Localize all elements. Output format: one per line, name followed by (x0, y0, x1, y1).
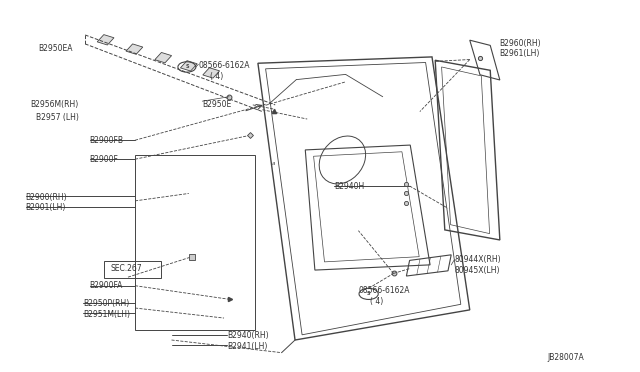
Text: JB28007A: JB28007A (547, 353, 584, 362)
Text: 80945X(LH): 80945X(LH) (454, 266, 500, 275)
Text: a: a (272, 161, 276, 166)
Text: B2900FA: B2900FA (90, 281, 123, 290)
Text: B2900F: B2900F (90, 155, 118, 164)
Text: ( 4): ( 4) (210, 72, 223, 81)
Text: B2961(LH): B2961(LH) (499, 49, 540, 58)
Text: B2957 (LH): B2957 (LH) (36, 113, 79, 122)
Text: SEC.267: SEC.267 (110, 264, 141, 273)
Text: B2940H: B2940H (334, 182, 364, 191)
Text: 08566-6162A: 08566-6162A (358, 286, 410, 295)
Text: B2900FB: B2900FB (90, 136, 124, 145)
Text: S: S (185, 64, 189, 70)
Text: B2940(RH): B2940(RH) (227, 331, 269, 340)
Polygon shape (155, 52, 172, 63)
Text: ( 4): ( 4) (370, 297, 383, 306)
Text: B2901(LH): B2901(LH) (26, 203, 66, 212)
Text: B2951M(LH): B2951M(LH) (83, 310, 130, 319)
Polygon shape (203, 68, 220, 78)
Text: B2960(RH): B2960(RH) (499, 39, 541, 48)
Text: B2900(RH): B2900(RH) (26, 193, 67, 202)
Text: 08566-6162A: 08566-6162A (198, 61, 250, 70)
Text: B2950P(RH): B2950P(RH) (83, 299, 129, 308)
Text: B2956M(RH): B2956M(RH) (31, 100, 79, 109)
Text: B2941(LH): B2941(LH) (227, 342, 268, 351)
Text: B2950E: B2950E (202, 100, 232, 109)
Polygon shape (180, 61, 197, 71)
Text: B2950EA: B2950EA (38, 44, 73, 53)
Polygon shape (126, 44, 143, 54)
Text: 80944X(RH): 80944X(RH) (454, 255, 501, 264)
Text: S: S (367, 291, 371, 296)
Polygon shape (97, 35, 114, 45)
